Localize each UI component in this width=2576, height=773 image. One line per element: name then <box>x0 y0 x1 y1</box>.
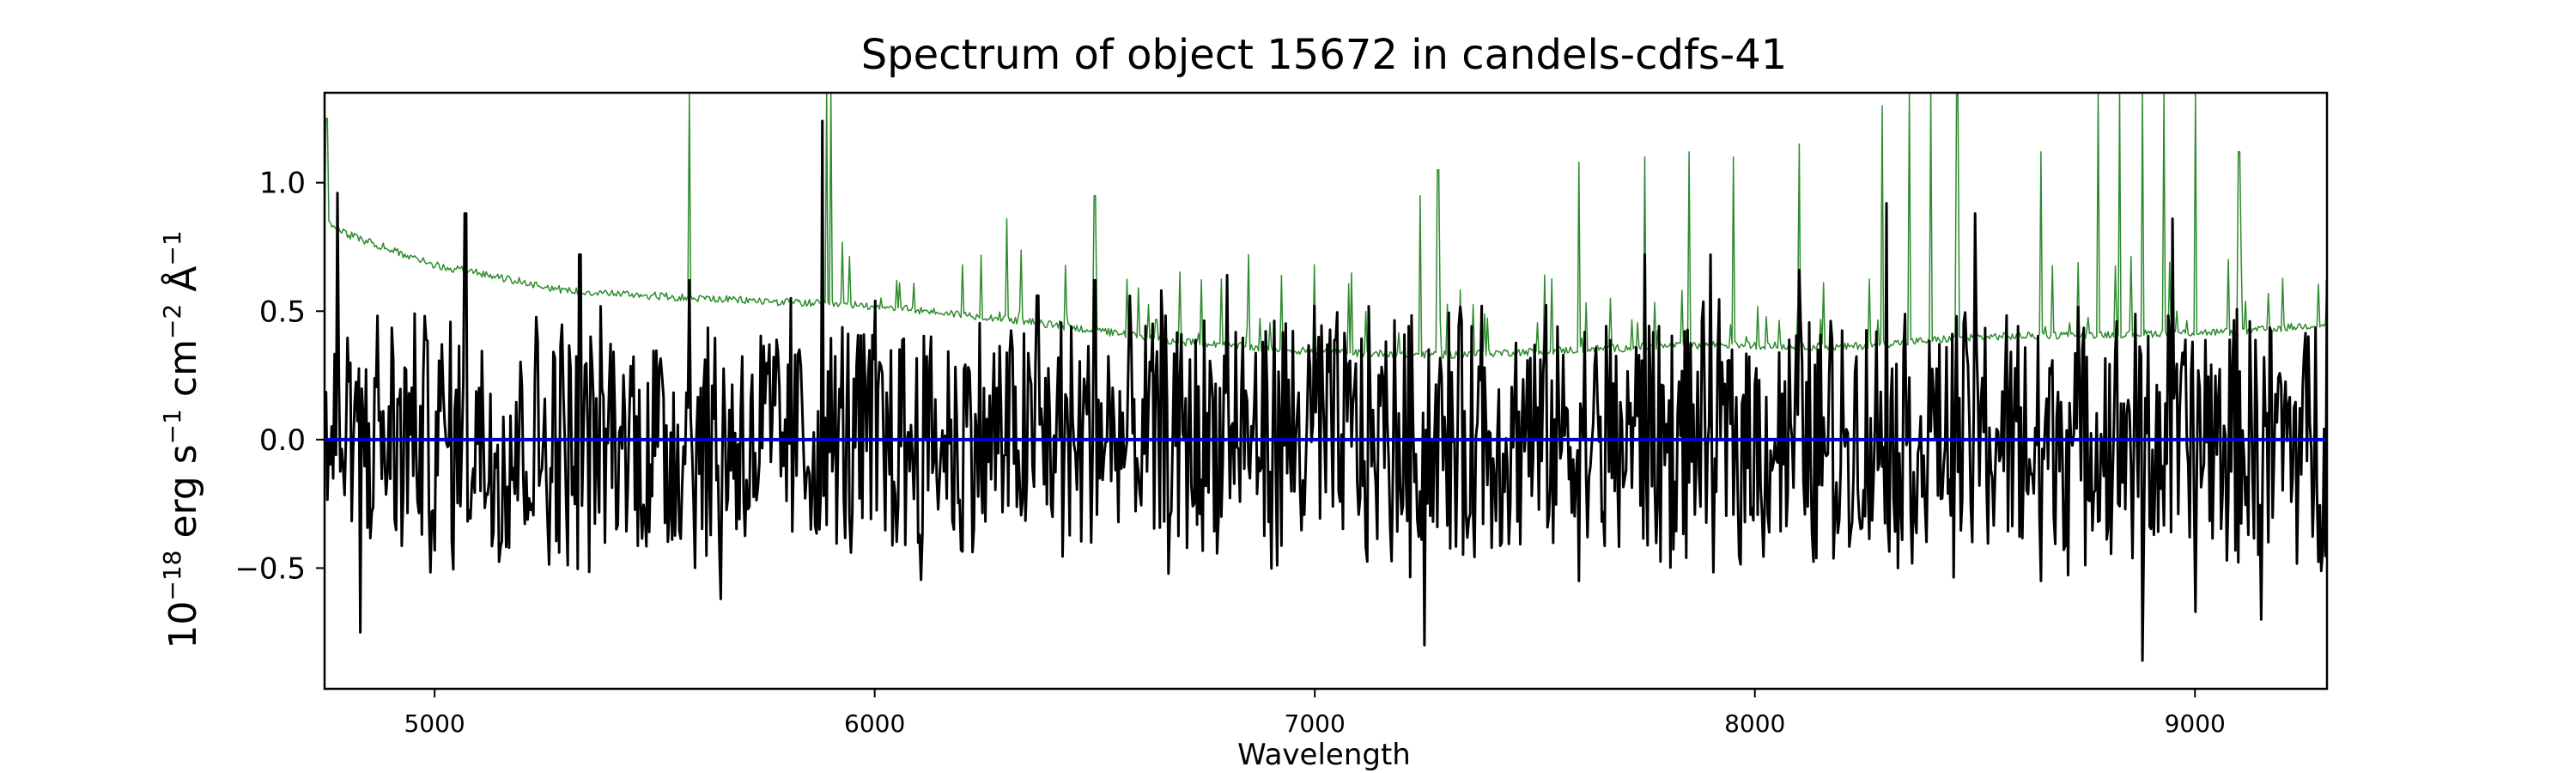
y-axis-label-unit2: cm <box>161 339 205 409</box>
y-axis-label: 10−18 erg s−1 cm−2 Å−1 <box>158 230 205 648</box>
observed-spectrum-line <box>325 119 2327 662</box>
model-spectrum-series <box>325 93 2327 359</box>
y-axis-label-exp4: −1 <box>158 230 186 265</box>
plot-area <box>325 93 2327 662</box>
y-tick-label: 1.0 <box>259 167 306 201</box>
x-tick-label: 8000 <box>1724 709 1785 738</box>
axes-frame <box>323 91 2329 691</box>
observed-spectrum-series <box>325 119 2327 662</box>
x-tick-label: 5000 <box>404 709 465 738</box>
y-axis-label-exp3: −2 <box>158 304 186 339</box>
y-tick-label: 0.5 <box>259 295 306 329</box>
y-axis-label-exp2: −1 <box>158 409 186 444</box>
y-axis-label-base: 10 <box>161 601 205 649</box>
y-axis-label-exp1: −18 <box>158 551 186 601</box>
x-axis-ticks: 5000 6000 7000 8000 9000 <box>404 689 2226 738</box>
x-tick-label: 7000 <box>1285 709 1346 738</box>
y-tick-label: 0.0 <box>259 423 306 458</box>
model-spectrum-line <box>325 93 2327 359</box>
x-tick-label: 6000 <box>844 709 905 738</box>
y-axis-label-unit1: erg s <box>161 444 205 550</box>
y-tick-label: −0.5 <box>234 551 306 586</box>
y-axis-label-unit3: Å <box>160 266 205 304</box>
x-axis-label: Wavelength <box>1237 738 1411 772</box>
y-axis-ticks: −0.5 0.0 0.5 1.0 <box>234 167 325 586</box>
x-tick-label: 9000 <box>2165 709 2226 738</box>
chart-title: Spectrum of object 15672 in candels-cdfs… <box>861 31 1788 79</box>
